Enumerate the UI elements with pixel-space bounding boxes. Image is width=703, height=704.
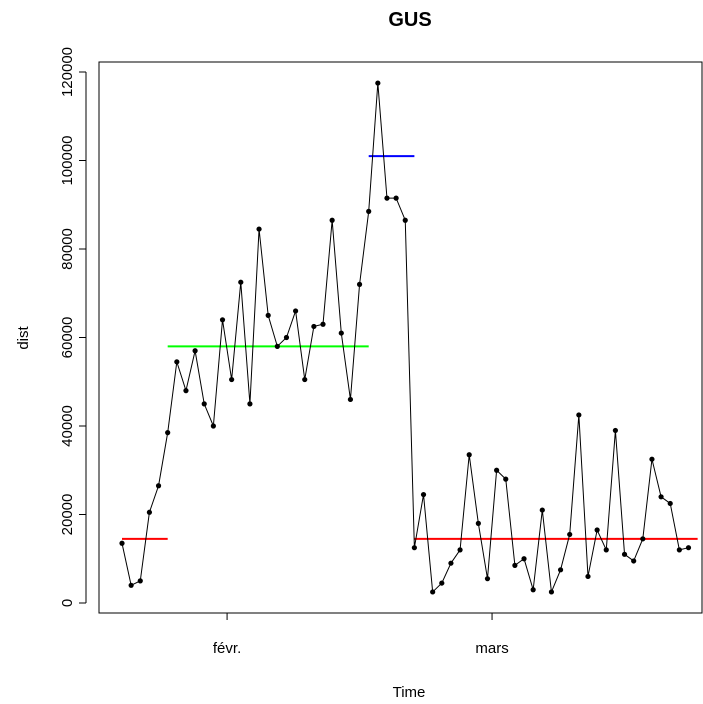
data-point (201, 401, 207, 407)
series (119, 80, 692, 595)
data-point (530, 587, 536, 593)
data-point (192, 348, 198, 354)
data-point (155, 483, 162, 489)
y-tick-label: 0 (59, 599, 76, 607)
data-point (612, 427, 618, 434)
data-point (548, 589, 555, 595)
data-point (658, 494, 664, 500)
data-point (356, 281, 363, 287)
data-point (302, 376, 308, 383)
data-point (183, 388, 189, 394)
data-point (420, 491, 427, 498)
data-point (274, 343, 280, 349)
y-tick-label: 60000 (59, 317, 76, 359)
data-point (676, 547, 682, 553)
data-point (411, 545, 417, 551)
data-point (165, 430, 171, 436)
data-point (512, 562, 518, 568)
y-tick-label: 120000 (59, 47, 76, 97)
data-point (320, 321, 326, 327)
data-point (283, 334, 290, 341)
data-point (265, 312, 271, 318)
data-point (375, 80, 381, 86)
data-point (484, 576, 491, 582)
data-point (631, 558, 637, 564)
data-point (256, 226, 262, 232)
data-point (685, 545, 692, 551)
data-point (448, 560, 454, 566)
series-line (121, 83, 689, 594)
data-point (603, 547, 609, 553)
data-point (137, 578, 143, 584)
data-point (329, 217, 335, 223)
data-point (521, 556, 527, 562)
x-tick-label: mars (475, 640, 508, 657)
data-point (238, 279, 244, 285)
data-point (393, 195, 399, 201)
data-point (585, 573, 591, 580)
data-point (621, 551, 628, 557)
data-point (229, 376, 235, 383)
data-point (402, 217, 408, 223)
data-point (347, 396, 354, 403)
data-point (119, 540, 125, 546)
data-point (174, 359, 180, 365)
data-point (219, 317, 226, 323)
data-point (475, 520, 481, 526)
data-point (384, 195, 390, 201)
data-point (539, 507, 545, 513)
y-axis: 0 20000 40000 60000 80000 100000 120000 (59, 47, 87, 607)
data-point (128, 582, 134, 588)
x-axis: févr. mars (213, 612, 509, 657)
data-point (293, 308, 299, 314)
y-tick-label: 20000 (59, 494, 76, 536)
data-point (439, 580, 445, 586)
data-point (576, 412, 582, 418)
x-axis-label: Time (393, 684, 426, 701)
data-point (457, 547, 463, 553)
data-point (311, 323, 317, 330)
data-point (146, 509, 153, 515)
y-tick-label: 100000 (59, 135, 76, 185)
y-axis-label: dist (15, 325, 32, 349)
data-point (503, 476, 509, 482)
plot-frame (98, 61, 703, 614)
y-tick-label: 80000 (59, 228, 76, 270)
x-tick-label: févr. (213, 640, 241, 657)
data-point (466, 452, 472, 458)
chart-title: GUS (388, 9, 431, 31)
data-point (247, 401, 253, 407)
data-point (649, 456, 655, 462)
y-tick-label: 40000 (59, 405, 76, 447)
data-point (494, 467, 500, 473)
data-point (430, 589, 436, 595)
data-point (594, 527, 600, 533)
data-point (667, 500, 673, 507)
data-point (366, 208, 372, 214)
data-point (567, 531, 573, 538)
data-point (557, 567, 564, 573)
data-point (640, 536, 646, 542)
data-point (210, 423, 216, 429)
data-point (338, 330, 344, 336)
